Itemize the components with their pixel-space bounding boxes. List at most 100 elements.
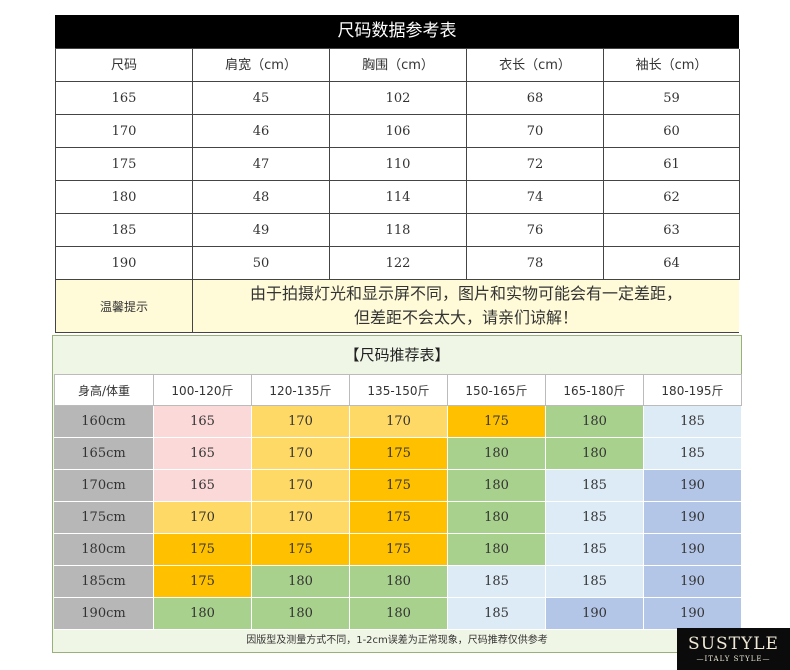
size-cell: 170	[252, 502, 350, 534]
height-row-header: 160cm	[54, 406, 154, 438]
table-cell: 59	[604, 82, 740, 115]
table-cell: 45	[193, 82, 330, 115]
size-cell: 170	[350, 406, 448, 438]
size-cell: 165	[154, 470, 252, 502]
table-cell: 190	[56, 247, 193, 280]
size-cell: 180	[546, 438, 644, 470]
size-cell: 170	[154, 502, 252, 534]
corner-header: 身高/体重	[54, 374, 154, 406]
height-row-header: 170cm	[54, 470, 154, 502]
weight-header: 100-120斤	[154, 374, 252, 406]
size-cell: 175	[350, 470, 448, 502]
table-cell: 175	[56, 148, 193, 181]
size-data-table: 尺码数据参考表 尺码 肩宽（cm） 胸围（cm） 衣长（cm） 袖长（cm） 1…	[55, 15, 740, 333]
weight-header: 135-150斤	[350, 374, 448, 406]
table-cell: 60	[604, 115, 740, 148]
size-cell: 170	[252, 438, 350, 470]
weight-header: 165-180斤	[546, 374, 644, 406]
recommendation-note: 因版型及测量方式不同，1-2cm误差为正常现象，尺码推荐仅供参考	[246, 635, 548, 646]
size-cell: 180	[448, 438, 546, 470]
height-row-header: 180cm	[54, 534, 154, 566]
height-row-header: 190cm	[54, 598, 154, 630]
size-recommendation-table: 【尺码推荐表】 身高/体重 100-120斤 120-135斤 135-150斤…	[52, 335, 742, 653]
table-cell: 102	[330, 82, 467, 115]
table-cell: 122	[330, 247, 467, 280]
table-cell: 78	[467, 247, 604, 280]
table-cell: 110	[330, 148, 467, 181]
brand-name: SUSTYLE	[688, 634, 779, 654]
table-cell: 47	[193, 148, 330, 181]
size-cell: 185	[546, 534, 644, 566]
brand-logo: SUSTYLE —ITALY STYLE—	[677, 628, 790, 670]
tip-label: 温馨提示	[56, 280, 193, 332]
size-cell: 180	[448, 470, 546, 502]
tip-text-line: 由于拍摄灯光和显示屏不同，图片和实物可能会有一定差距，	[249, 284, 682, 303]
weight-header: 150-165斤	[448, 374, 546, 406]
column-header: 肩宽（cm）	[193, 49, 330, 82]
table-cell: 63	[604, 214, 740, 247]
size-cell: 180	[350, 566, 448, 598]
table-cell: 170	[56, 115, 193, 148]
column-header: 衣长（cm）	[467, 49, 604, 82]
table-cell: 61	[604, 148, 740, 181]
tip-text-line: 但差距不会太大，请亲们谅解！	[353, 308, 578, 327]
size-cell: 180	[546, 406, 644, 438]
size-cell: 175	[154, 566, 252, 598]
table-cell: 76	[467, 214, 604, 247]
table-cell: 106	[330, 115, 467, 148]
size-cell: 170	[252, 470, 350, 502]
table-cell: 72	[467, 148, 604, 181]
height-row-header: 175cm	[54, 502, 154, 534]
height-row-header: 185cm	[54, 566, 154, 598]
size-cell: 185	[644, 438, 742, 470]
table-cell: 62	[604, 181, 740, 214]
size-data-title: 尺码数据参考表	[55, 15, 739, 48]
size-cell: 175	[448, 406, 546, 438]
table-cell: 46	[193, 115, 330, 148]
size-cell: 185	[546, 566, 644, 598]
table-cell: 48	[193, 181, 330, 214]
size-cell: 185	[546, 502, 644, 534]
size-cell: 190	[644, 566, 742, 598]
size-cell: 185	[448, 598, 546, 630]
table-cell: 185	[56, 214, 193, 247]
size-cell: 185	[546, 470, 644, 502]
size-cell: 180	[252, 566, 350, 598]
size-cell: 185	[448, 566, 546, 598]
table-cell: 180	[56, 181, 193, 214]
size-cell: 175	[350, 502, 448, 534]
size-data-grid: 尺码 肩宽（cm） 胸围（cm） 衣长（cm） 袖长（cm） 165 45 10…	[55, 48, 740, 280]
table-cell: 114	[330, 181, 467, 214]
size-cell: 175	[350, 534, 448, 566]
brand-tagline: —ITALY STYLE—	[696, 655, 771, 663]
size-cell: 170	[252, 406, 350, 438]
size-cell: 175	[350, 438, 448, 470]
weight-header: 180-195斤	[644, 374, 742, 406]
size-cell: 180	[350, 598, 448, 630]
size-cell: 175	[154, 534, 252, 566]
table-cell: 64	[604, 247, 740, 280]
size-cell: 190	[644, 502, 742, 534]
table-cell: 74	[467, 181, 604, 214]
column-header: 尺码	[56, 49, 193, 82]
recommendation-title: 【尺码推荐表】	[344, 346, 450, 364]
size-cell: 190	[644, 470, 742, 502]
size-cell: 180	[448, 534, 546, 566]
size-cell: 175	[252, 534, 350, 566]
size-cell: 180	[154, 598, 252, 630]
column-header: 胸围（cm）	[330, 49, 467, 82]
size-cell: 185	[644, 406, 742, 438]
size-cell: 165	[154, 438, 252, 470]
size-cell: 165	[154, 406, 252, 438]
table-cell: 50	[193, 247, 330, 280]
table-cell: 70	[467, 115, 604, 148]
tip-text: 由于拍摄灯光和显示屏不同，图片和实物可能会有一定差距， 但差距不会太大，请亲们谅…	[193, 280, 739, 332]
height-row-header: 165cm	[54, 438, 154, 470]
size-cell: 180	[252, 598, 350, 630]
size-cell: 180	[448, 502, 546, 534]
size-cell: 190	[644, 598, 742, 630]
recommendation-grid: 身高/体重 100-120斤 120-135斤 135-150斤 150-165…	[54, 374, 742, 630]
table-cell: 118	[330, 214, 467, 247]
table-cell: 165	[56, 82, 193, 115]
table-cell: 49	[193, 214, 330, 247]
